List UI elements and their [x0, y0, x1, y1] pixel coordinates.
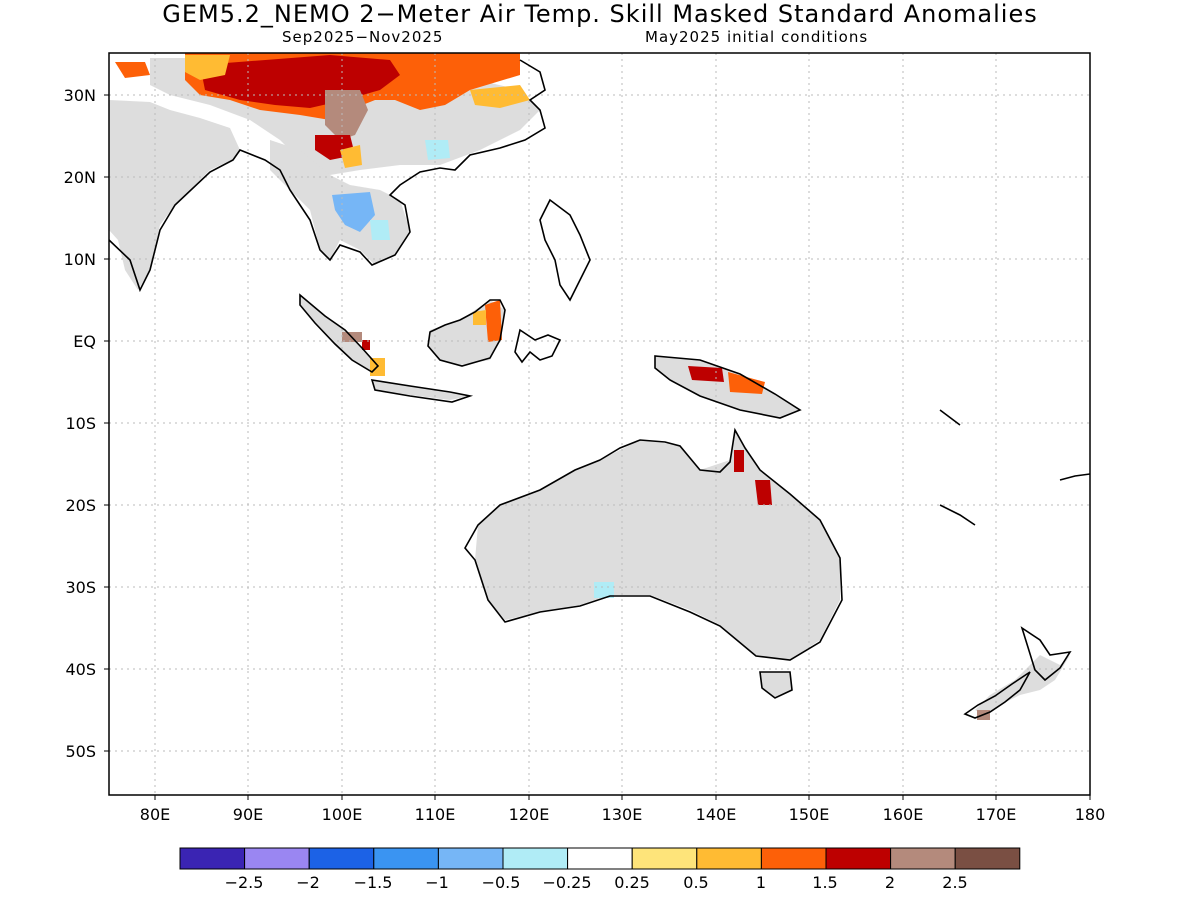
- anomaly-cool-thailand: [332, 192, 375, 232]
- colorbar-label: −0.25: [542, 873, 591, 892]
- colorbar-swatch: [760, 847, 827, 870]
- colorbar-label: 1.5: [812, 873, 837, 892]
- lon-label: 110E: [415, 805, 456, 824]
- colorbar-labels: −2.5 −2 −1.5 −1 −0.5 −0.25 0.25 0.5 1 1.…: [225, 873, 968, 892]
- lon-label: 150E: [789, 805, 830, 824]
- colorbar-label: −1: [425, 873, 449, 892]
- lat-label: 20S: [65, 496, 96, 515]
- colorbar: −2.5 −2 −1.5 −1 −0.5 −0.25 0.25 0.5 1 1.…: [179, 847, 1021, 892]
- lon-label: 90E: [233, 805, 263, 824]
- colorbar-swatch: [954, 847, 1021, 870]
- lon-label: 160E: [883, 805, 924, 824]
- colorbar-label: −2: [296, 873, 320, 892]
- colorbar-label: 0.25: [614, 873, 650, 892]
- anomaly-patches: [115, 53, 990, 720]
- anomaly-warm-borneo: [485, 300, 502, 342]
- lat-label: 50S: [65, 742, 96, 761]
- initial-conditions-label: May2025 initial conditions: [645, 28, 869, 46]
- colorbar-swatch: [696, 847, 762, 870]
- lon-label: 120E: [509, 805, 550, 824]
- anomaly-brown-tibet: [325, 90, 368, 140]
- colorbar-label: −2.5: [225, 873, 264, 892]
- colorbar-swatches: [179, 847, 1021, 870]
- colorbar-swatch: [502, 847, 569, 870]
- anomaly-yellow-borneo: [473, 310, 486, 325]
- anomaly-red-queensland-north: [734, 450, 744, 472]
- lat-label: 40S: [65, 660, 96, 679]
- colorbar-swatch: [567, 847, 633, 870]
- australia-landmask: [475, 430, 840, 660]
- latitude-labels: 30N 20N 10N EQ 10S 20S 30S 40S 50S: [64, 86, 96, 761]
- colorbar-swatch: [631, 847, 698, 870]
- tasmania-landmask: [760, 672, 792, 698]
- new-guinea-landmask: [655, 355, 800, 418]
- colorbar-label: −0.5: [482, 873, 521, 892]
- colorbar-swatch: [244, 847, 310, 870]
- lon-label: 170E: [976, 805, 1017, 824]
- lon-label: 80E: [140, 805, 170, 824]
- colorbar-swatch: [890, 847, 956, 870]
- colorbar-swatch: [308, 847, 375, 870]
- anomaly-pale-blue-china: [425, 140, 450, 160]
- longitude-labels: 80E 90E 100E 110E 120E 130E 140E 150E 16…: [140, 805, 1106, 824]
- colorbar-label: −1.5: [354, 873, 393, 892]
- colorbar-swatch: [825, 847, 892, 870]
- colorbar-swatch: [437, 847, 504, 870]
- lat-label: 20N: [64, 168, 96, 187]
- lat-label: 30N: [64, 86, 96, 105]
- lon-label: 140E: [696, 805, 737, 824]
- anomaly-orange-new-guinea: [728, 372, 765, 394]
- lon-label: 100E: [322, 805, 363, 824]
- land-mask-layer: [109, 53, 1070, 720]
- colorbar-swatch: [179, 847, 246, 870]
- map-title: GEM5.2_NEMO 2−Meter Air Temp. Skill Mask…: [162, 0, 1038, 28]
- lat-label: 10N: [64, 250, 96, 269]
- anomaly-red-sumatra: [362, 340, 370, 350]
- anomaly-yellow-tibet: [185, 55, 230, 80]
- lon-label: 130E: [602, 805, 643, 824]
- anomaly-red-new-guinea: [688, 366, 724, 382]
- colorbar-label: 2: [885, 873, 895, 892]
- coastlines: [109, 59, 1090, 719]
- plot-frame: [108, 52, 1091, 796]
- colorbar-swatch: [373, 847, 439, 870]
- colorbar-label: 2.5: [942, 873, 967, 892]
- sumatra-landmask: [300, 295, 378, 372]
- colorbar-label: 0.5: [683, 873, 708, 892]
- anomaly-red-queensland-south: [755, 480, 772, 505]
- anomaly-pale-blue-thailand: [370, 220, 390, 240]
- anomaly-orange-far-west: [115, 62, 150, 78]
- colorbar-label: 1: [756, 873, 766, 892]
- forecast-period: Sep2025−Nov2025: [282, 28, 444, 46]
- anomaly-yellow-east: [470, 85, 530, 108]
- anomaly-yellow-yunnan: [340, 145, 362, 168]
- lat-label: EQ: [73, 332, 96, 351]
- axis-ticks: [104, 94, 1091, 800]
- india-landmask: [109, 100, 240, 290]
- lat-label: 10S: [65, 414, 96, 433]
- java-landmask: [372, 380, 470, 400]
- lon-label: 180: [1075, 805, 1106, 824]
- graticule: [109, 53, 1090, 795]
- anomaly-pale-blue-south-australia: [594, 582, 614, 598]
- lat-label: 30S: [65, 578, 96, 597]
